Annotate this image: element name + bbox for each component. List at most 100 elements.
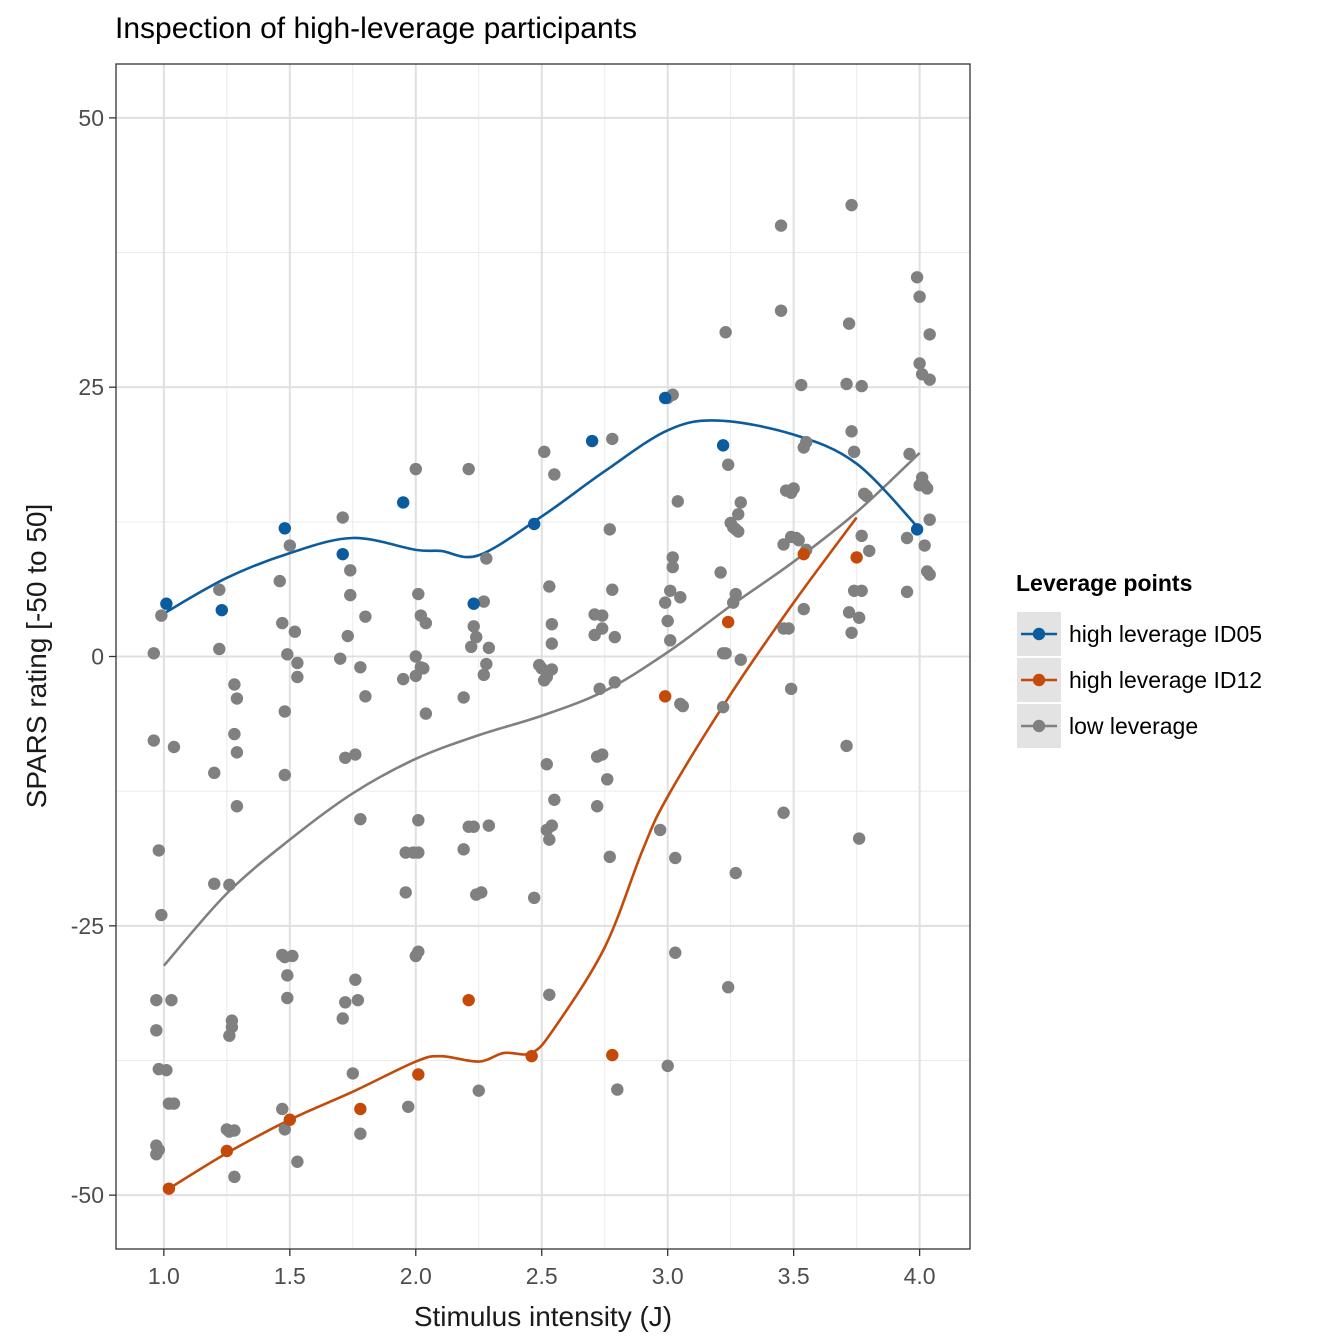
point-high-leverage-id12 [412, 1068, 425, 1081]
point-low-leverage [291, 656, 304, 670]
y-tick-label: 50 [78, 105, 104, 131]
point-low-leverage [601, 773, 614, 786]
point-low-leverage [470, 630, 483, 644]
point-low-leverage [475, 886, 488, 899]
point-low-leverage [734, 496, 747, 509]
point-low-leverage [543, 833, 556, 846]
point-low-leverage [417, 662, 430, 675]
point-low-leverage [669, 851, 682, 865]
point-low-leverage [653, 823, 667, 837]
point-low-leverage [729, 587, 742, 601]
point-low-leverage [540, 758, 553, 771]
point-low-leverage [480, 552, 493, 565]
point-low-leverage [208, 766, 221, 780]
point-low-leverage [923, 568, 936, 581]
point-low-leverage [399, 886, 412, 899]
x-tick-label: 4.0 [904, 1263, 936, 1289]
legend-label: high leverage ID05 [1069, 621, 1262, 647]
point-low-leverage [913, 357, 926, 370]
point-low-leverage [845, 425, 858, 438]
point-low-leverage [228, 727, 241, 741]
point-low-leverage [336, 1012, 349, 1025]
point-low-leverage [213, 642, 226, 656]
point-low-leverage [734, 653, 747, 666]
point-low-leverage [396, 672, 410, 686]
point-low-leverage [777, 806, 790, 819]
point-high-leverage-id05 [467, 597, 480, 610]
point-low-leverage [402, 1100, 415, 1114]
point-low-leverage [465, 640, 478, 654]
point-low-leverage [147, 647, 160, 660]
point-low-leverage [412, 846, 425, 859]
point-low-leverage [278, 768, 291, 782]
point-low-leverage [596, 609, 609, 622]
legend-title: Leverage points [1016, 570, 1192, 596]
point-low-leverage [845, 626, 858, 639]
point-low-leverage [855, 529, 868, 543]
point-high-leverage-id12 [220, 1144, 234, 1158]
point-low-leverage [716, 700, 730, 714]
point-low-leverage [225, 1014, 239, 1027]
point-low-leverage [545, 819, 559, 832]
point-low-leverage [608, 630, 621, 644]
point-low-leverage [918, 539, 931, 552]
point-low-leverage [339, 751, 352, 764]
point-low-leverage [283, 539, 297, 552]
point-low-leverage [774, 219, 788, 232]
point-low-leverage [676, 699, 690, 713]
point-low-leverage [608, 676, 621, 689]
x-tick-label: 1.5 [274, 1263, 306, 1289]
point-low-leverage [593, 682, 606, 696]
point-low-leverage [228, 678, 241, 691]
point-low-leverage [344, 588, 357, 602]
legend-label: high leverage ID12 [1069, 667, 1262, 693]
point-low-leverage [603, 850, 616, 864]
point-low-leverage [167, 1097, 181, 1110]
point-low-leverage [412, 587, 425, 601]
point-high-leverage-id05 [716, 439, 730, 452]
point-low-leverage [165, 993, 178, 1007]
point-low-leverage [545, 663, 559, 676]
point-high-leverage-id05 [336, 547, 349, 561]
point-low-leverage [658, 596, 672, 609]
point-low-leverage [354, 812, 367, 826]
point-low-leverage [359, 610, 372, 623]
point-low-leverage [923, 373, 936, 386]
y-axis-title: SPARS rating [-50 to 50] [21, 504, 52, 809]
legend-label: low leverage [1069, 713, 1198, 739]
point-high-leverage-id12 [797, 547, 810, 561]
point-low-leverage [674, 591, 687, 604]
point-low-leverage [288, 625, 302, 638]
point-low-leverage [590, 800, 604, 813]
point-low-leverage [152, 1143, 166, 1157]
point-low-leverage [291, 670, 304, 684]
point-low-leverage [150, 1024, 163, 1037]
point-low-leverage [782, 622, 795, 635]
x-tick-label: 2.5 [526, 1263, 558, 1289]
point-low-leverage [669, 946, 682, 959]
point-low-leverage [795, 378, 808, 392]
x-tick-label: 3.0 [652, 1263, 684, 1289]
point-low-leverage [472, 1084, 485, 1097]
point-low-leverage [855, 584, 868, 597]
smooth-line-low-leverage [162, 451, 921, 967]
point-high-leverage-id12 [462, 993, 475, 1007]
point-low-leverage [230, 800, 244, 813]
point-high-leverage-id05 [215, 603, 229, 617]
point-low-leverage [467, 620, 480, 633]
point-low-leverage [228, 1124, 241, 1137]
point-low-leverage [923, 513, 936, 526]
point-high-leverage-id12 [162, 1182, 176, 1195]
point-high-leverage-id05 [396, 496, 410, 509]
point-low-leverage [792, 533, 805, 547]
point-low-leverage [548, 468, 561, 481]
point-low-leverage [603, 523, 616, 536]
point-low-leverage [480, 657, 493, 671]
point-low-leverage [457, 691, 470, 704]
point-low-leverage [419, 616, 433, 630]
point-high-leverage-id05 [658, 391, 672, 405]
point-low-leverage [409, 650, 422, 663]
point-low-leverage [543, 580, 556, 593]
point-low-leverage [412, 945, 425, 958]
